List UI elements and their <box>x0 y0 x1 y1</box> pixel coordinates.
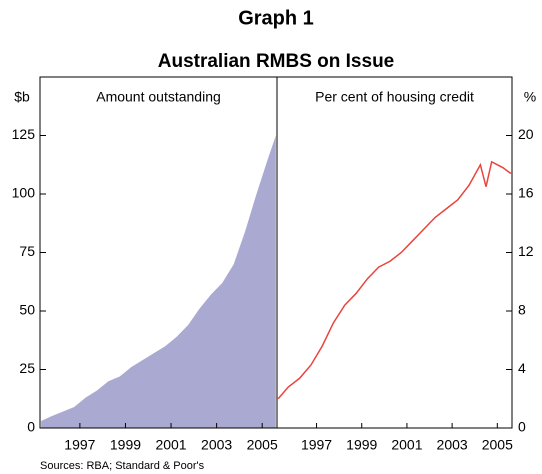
y-tick-label: 100 <box>12 185 36 201</box>
panel-title: Amount outstanding <box>96 89 221 105</box>
y-tick-label: 20 <box>518 126 534 142</box>
plot-frame <box>39 76 513 429</box>
x-tick-label: 2005 <box>247 437 278 453</box>
y-axis-unit: % <box>524 89 536 105</box>
y-tick-label: 125 <box>12 126 36 142</box>
x-tick-label: 2005 <box>482 437 513 453</box>
x-tick-label: 1999 <box>346 437 377 453</box>
source-note: Sources: RBA; Standard & Poor's <box>40 460 205 472</box>
y-tick-label: 0 <box>518 419 526 435</box>
line <box>277 160 512 400</box>
y-tick-label: 4 <box>518 360 526 376</box>
y-tick-label: 25 <box>19 360 35 376</box>
y-tick-label: 8 <box>518 302 526 318</box>
x-tick-label: 1997 <box>64 437 95 453</box>
y-tick-label: 50 <box>19 302 35 318</box>
y-axis-unit: $b <box>14 89 30 105</box>
x-tick-label: 2003 <box>437 437 468 453</box>
x-tick-label: 1999 <box>110 437 141 453</box>
chart-title: Graph 1 <box>238 7 314 29</box>
y-tick-label: 0 <box>27 419 35 435</box>
area <box>41 135 276 428</box>
x-tick-label: 2003 <box>201 437 232 453</box>
x-tick-label: 2001 <box>155 437 186 453</box>
panel-title: Per cent of housing credit <box>315 89 474 105</box>
x-tick-label: 1997 <box>301 437 332 453</box>
y-tick-label: 16 <box>518 185 534 201</box>
y-tick-label: 75 <box>19 243 35 259</box>
chart-subtitle: Australian RMBS on Issue <box>158 51 395 72</box>
y-tick-label: 12 <box>518 243 534 259</box>
x-tick-label: 2001 <box>391 437 422 453</box>
